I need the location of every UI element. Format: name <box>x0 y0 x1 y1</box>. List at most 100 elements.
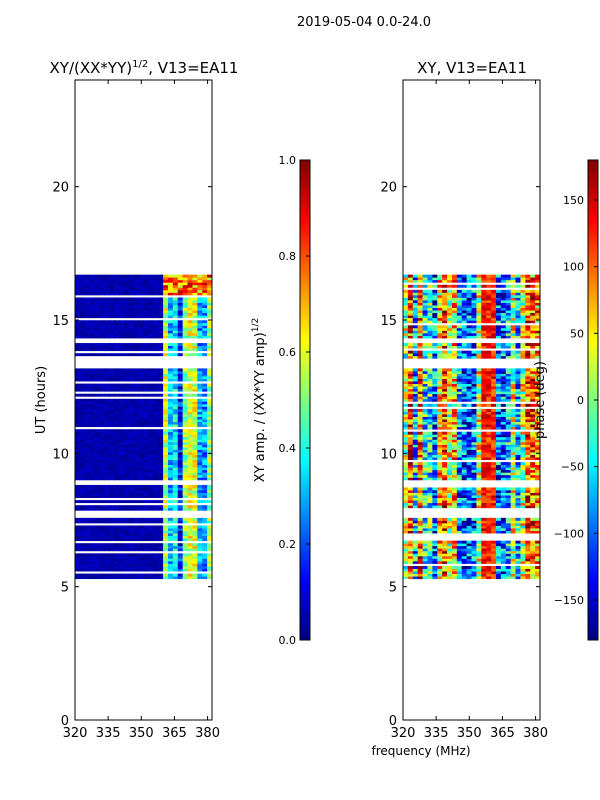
heatmap-cell <box>119 406 125 410</box>
heatmap-cell <box>451 424 458 428</box>
heatmap-cell <box>133 484 140 488</box>
heatmap-cell <box>89 472 96 476</box>
heatmap-cell <box>84 406 91 410</box>
heatmap-cell <box>427 454 433 458</box>
heatmap-cell <box>138 439 145 443</box>
heatmap-cell <box>481 553 487 557</box>
heatmap-cell <box>163 411 169 415</box>
heatmap-cell <box>109 370 115 374</box>
heatmap-cell <box>167 545 174 549</box>
heatmap-cell <box>407 520 414 524</box>
heatmap-cell <box>442 568 448 572</box>
heatmap-cell <box>481 376 487 379</box>
heatmap-cell <box>202 495 208 498</box>
heatmap-cell <box>427 555 433 559</box>
heatmap-cell <box>123 274 130 278</box>
heatmap-cell <box>138 431 145 435</box>
heatmap-cell <box>163 560 169 564</box>
heatmap-cell <box>535 558 540 562</box>
heatmap-cell <box>133 274 140 278</box>
heatmap-cell <box>172 545 179 549</box>
heatmap-cell <box>182 495 189 498</box>
heatmap-cell <box>75 330 81 334</box>
heatmap-cell <box>172 292 179 296</box>
heatmap-cell <box>451 376 458 379</box>
heatmap-cell <box>104 312 110 316</box>
heatmap-cell <box>432 500 438 504</box>
heatmap-cell <box>89 302 96 306</box>
heatmap-cell <box>476 441 482 445</box>
heatmap-cell <box>75 373 81 377</box>
heatmap-cell <box>172 383 179 387</box>
heatmap-cell <box>158 505 164 509</box>
heatmap-cell <box>476 403 482 407</box>
heatmap-cell <box>123 558 130 562</box>
heatmap-cell <box>515 505 522 509</box>
heatmap-cell <box>128 416 135 420</box>
heatmap-cell <box>207 467 212 471</box>
heatmap-cell <box>89 414 96 417</box>
heatmap-cell <box>207 297 212 301</box>
heatmap-cell <box>442 355 448 359</box>
heatmap-cell <box>99 289 105 293</box>
heatmap-cell <box>403 474 409 478</box>
heatmap-cell <box>123 421 130 425</box>
heatmap-cell <box>177 376 184 379</box>
heatmap-cell <box>456 452 463 455</box>
heatmap-cell <box>530 355 536 359</box>
heatmap-cell <box>197 353 203 357</box>
heatmap-cell <box>202 292 208 296</box>
heatmap-cell <box>515 381 522 384</box>
heatmap-cell <box>486 320 492 324</box>
heatmap-cell <box>510 368 517 372</box>
heatmap-cell <box>192 555 198 559</box>
heatmap-cell <box>172 327 179 331</box>
heatmap-cell <box>128 477 135 481</box>
heatmap-cell <box>481 530 487 534</box>
heatmap-cell <box>187 274 194 278</box>
heatmap-cell <box>481 457 487 460</box>
heatmap-cell <box>481 416 487 420</box>
heatmap-cell <box>412 540 419 544</box>
heatmap-cell <box>447 492 453 496</box>
heatmap-cell <box>207 566 212 569</box>
heatmap-cell <box>99 335 105 339</box>
heatmap-cell <box>153 500 159 504</box>
heatmap-cell <box>182 300 189 303</box>
heatmap-cell <box>99 484 105 488</box>
heatmap-cell <box>525 335 531 339</box>
heatmap-cell <box>202 454 208 458</box>
heatmap-cell <box>148 560 154 564</box>
heatmap-cell <box>114 335 120 339</box>
heatmap-cell <box>123 553 130 557</box>
heatmap-cell <box>412 467 419 471</box>
heatmap-cell <box>187 548 194 552</box>
heatmap-cell <box>476 408 482 412</box>
heatmap-cell <box>163 436 169 440</box>
heatmap-cell <box>104 315 110 319</box>
heatmap-cell <box>75 284 81 288</box>
heatmap-cell <box>407 530 414 534</box>
heatmap-cell <box>89 573 96 577</box>
heatmap-cell <box>133 520 140 524</box>
heatmap-cell <box>192 543 198 547</box>
heatmap-cell <box>491 426 497 430</box>
heatmap-cell <box>432 411 438 415</box>
heatmap-cell <box>187 446 194 450</box>
heatmap-cell <box>535 474 540 478</box>
heatmap-cell <box>505 487 512 491</box>
heatmap-cell <box>153 416 159 420</box>
heatmap-cell <box>515 487 522 491</box>
heatmap-cell <box>520 525 526 529</box>
heatmap-cell <box>442 528 448 531</box>
heatmap-cell <box>515 571 522 574</box>
heatmap-cell <box>466 452 473 455</box>
heatmap-cell <box>412 343 419 346</box>
heatmap-cell <box>138 401 145 405</box>
heatmap-cell <box>412 408 419 412</box>
heatmap-cell <box>94 282 101 286</box>
heatmap-cell <box>172 520 179 524</box>
heatmap-cell <box>491 320 497 324</box>
heatmap-cell <box>187 517 194 521</box>
heatmap-cell <box>451 449 458 453</box>
